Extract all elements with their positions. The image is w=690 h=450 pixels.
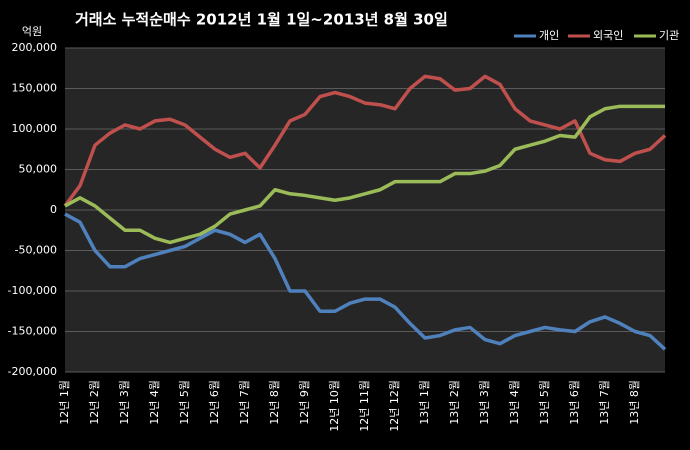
y-tick-label: -150,000 (8, 325, 57, 338)
y-unit: 억원 (22, 25, 42, 38)
x-tick-label: 12년 5월 (178, 380, 191, 425)
y-tick-label: -200,000 (8, 365, 57, 378)
legend-label: 외국인 (593, 29, 623, 42)
x-tick-label: 12년 12월 (388, 380, 401, 432)
y-tick-label: -100,000 (8, 284, 57, 297)
x-tick-label: 12년 11월 (358, 380, 371, 432)
x-tick-label: 12년 8월 (268, 380, 281, 425)
x-tick-label: 13년 1월 (418, 380, 431, 425)
y-tick-label: 200,000 (12, 41, 58, 54)
x-tick-label: 12년 1월 (58, 380, 71, 425)
x-tick-label: 13년 2월 (448, 380, 461, 425)
x-tick-label: 12년 3월 (118, 380, 131, 425)
legend-label: 개인 (539, 29, 559, 42)
x-tick-label: 13년 6월 (568, 380, 581, 425)
x-tick-label: 12년 6월 (208, 380, 221, 425)
legend-label: 기관 (659, 29, 679, 42)
x-tick-label: 13년 8월 (628, 380, 641, 425)
x-tick-label: 12년 9월 (298, 380, 311, 425)
chart-title: 거래소 누적순매수 2012년 1월 1일~2013년 8월 30일 (75, 11, 448, 29)
x-tick-label: 13년 7월 (598, 380, 611, 425)
x-tick-label: 12년 10월 (328, 380, 341, 432)
x-tick-label: 13년 4월 (508, 380, 521, 425)
x-tick-label: 12년 4월 (148, 380, 161, 425)
series-line (64, 104, 665, 245)
x-tick-label: 13년 5월 (538, 380, 551, 425)
x-tick-label: 12년 2월 (88, 380, 101, 425)
y-tick-label: -50,000 (15, 244, 57, 257)
y-tick-label: 50,000 (19, 163, 58, 176)
y-tick-label: 100,000 (12, 122, 58, 135)
y-tick-label: 150,000 (12, 82, 58, 95)
series-line (64, 212, 667, 351)
x-tick-label: 13년 3월 (478, 380, 491, 425)
series-line (63, 74, 667, 207)
y-tick-label: 0 (50, 203, 57, 216)
x-tick-label: 12년 7월 (238, 380, 251, 425)
